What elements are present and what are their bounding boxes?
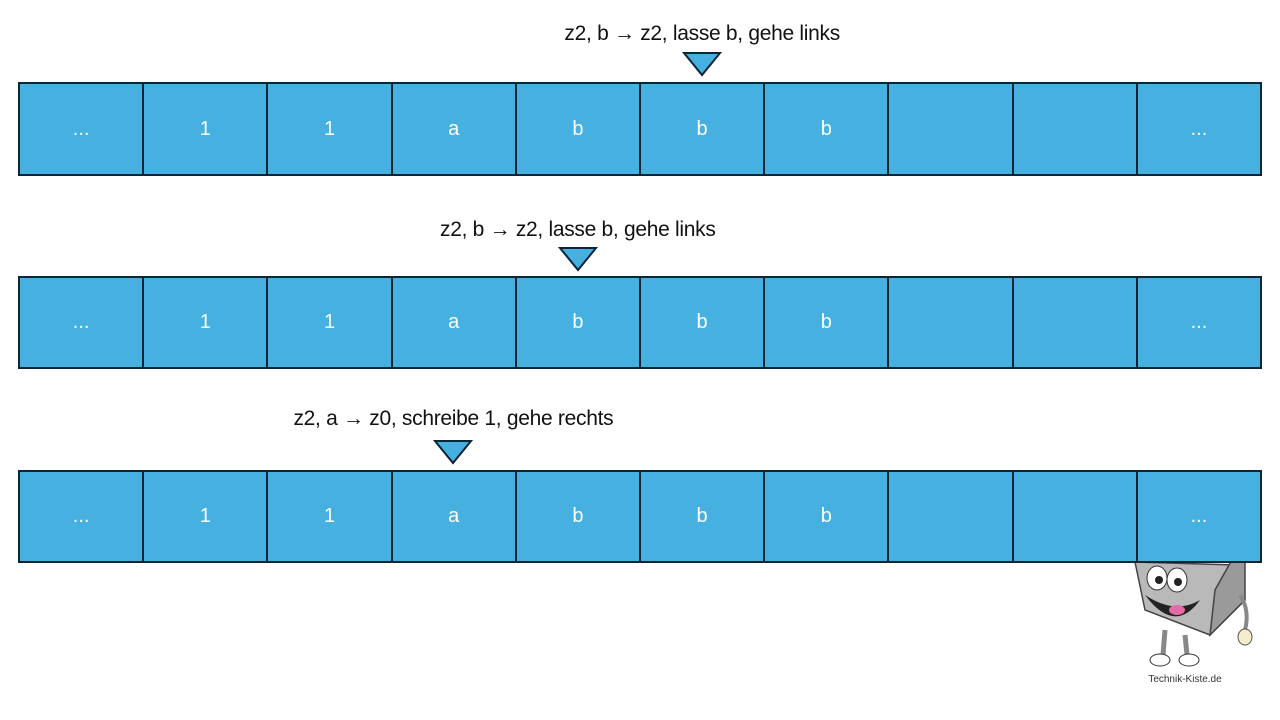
tape-cell: ... — [20, 278, 145, 367]
tape-cell: ... — [20, 84, 145, 174]
tape-cell: b — [517, 84, 642, 174]
tape-cell — [1014, 84, 1138, 174]
tape-cell: 1 — [144, 472, 269, 561]
tape-cell: ... — [1190, 505, 1208, 527]
tape-cell: ... — [1190, 311, 1208, 333]
tape: ... 1 1 a b b b... — [18, 82, 1262, 176]
tape: ... 1 1 a b b b... — [18, 470, 1262, 563]
tape-cell: 1 — [268, 472, 393, 561]
tape-cell: 1 — [268, 84, 393, 174]
tape-cell: b — [765, 472, 890, 561]
tape-cell — [1014, 278, 1138, 367]
tape: ... 1 1 a b b b... — [18, 276, 1262, 369]
tape-cell: a — [393, 84, 517, 174]
tape-cell: b — [641, 84, 766, 174]
tape-cell — [889, 278, 1014, 367]
tape-cell: b — [765, 278, 890, 367]
transition-label: z2, a → z0, schreibe 1, gehe rechts — [293, 407, 614, 430]
tape-cell: b — [765, 84, 890, 174]
tape-cell: a — [393, 278, 517, 367]
brand-logo-text: Technik-Kiste.de — [1148, 674, 1222, 685]
tape-cell — [889, 84, 1014, 174]
tape-cell: 1 — [144, 278, 269, 367]
tape-cell: b — [641, 472, 766, 561]
tape-cell: 1 — [144, 84, 269, 174]
tape-cell — [1014, 472, 1138, 561]
tape-cell — [889, 472, 1014, 561]
transition-label: z2, b → z2, lasse b, gehe links — [440, 218, 716, 241]
tape-cell: 1 — [268, 278, 393, 367]
tape-cell: b — [517, 278, 642, 367]
transition-label: z2, b → z2, lasse b, gehe links — [564, 22, 840, 45]
tape-cell: ... — [20, 472, 145, 561]
tape-cell: b — [517, 472, 642, 561]
tape-cell: ... — [1190, 117, 1208, 140]
tape-cell: a — [393, 472, 517, 561]
toolbox-mascot-icon — [1134, 557, 1253, 667]
tape-cell: b — [641, 278, 766, 367]
